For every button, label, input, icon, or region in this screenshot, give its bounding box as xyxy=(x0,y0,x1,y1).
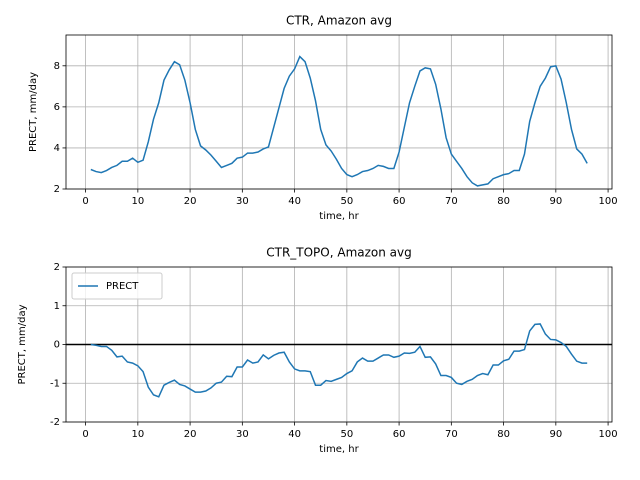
x-tick-label: 80 xyxy=(497,196,510,207)
x-tick-label: 10 xyxy=(131,429,144,440)
y-tick-label: -1 xyxy=(50,378,60,389)
data-line xyxy=(90,323,588,398)
axes-frame xyxy=(65,266,613,423)
legend-label: PRECT xyxy=(106,281,139,292)
x-tick-label: 90 xyxy=(549,429,562,440)
x-axis-label: time, hr xyxy=(319,444,359,455)
x-tick-label: 20 xyxy=(184,429,197,440)
data-line xyxy=(90,55,588,187)
x-tick-label: 40 xyxy=(288,196,301,207)
x-tick-label: 70 xyxy=(445,429,458,440)
x-tick-label: 0 xyxy=(82,196,88,207)
y-tick-label: 6 xyxy=(54,102,60,113)
x-tick-label: 100 xyxy=(599,196,618,207)
chart-title: CTR, Amazon avg xyxy=(286,14,392,28)
x-tick-label: 20 xyxy=(184,196,197,207)
x-tick-label: 70 xyxy=(445,196,458,207)
y-tick-label: 0 xyxy=(54,340,60,351)
x-tick-label: 0 xyxy=(82,429,88,440)
y-tick-label: 2 xyxy=(54,184,60,195)
y-axis-label: PRECT, mm/day xyxy=(17,304,28,384)
x-axis-label: time, hr xyxy=(319,211,359,222)
y-tick-label: 4 xyxy=(54,143,60,154)
y-tick-label: 1 xyxy=(54,301,60,312)
y-tick-label: 2 xyxy=(54,262,60,273)
y-axis-label: PRECT, mm/day xyxy=(28,72,39,152)
x-tick-label: 50 xyxy=(340,196,353,207)
y-tick-label: -2 xyxy=(50,417,60,428)
x-tick-label: 40 xyxy=(288,429,301,440)
x-tick-label: 10 xyxy=(131,196,144,207)
legend-box xyxy=(71,272,163,300)
chart-title: CTR_TOPO, Amazon avg xyxy=(266,246,412,260)
x-tick-label: 100 xyxy=(599,429,618,440)
x-tick-label: 60 xyxy=(393,429,406,440)
axes-frame xyxy=(65,34,613,190)
x-tick-label: 60 xyxy=(393,196,406,207)
x-tick-label: 30 xyxy=(236,196,249,207)
y-tick-label: 8 xyxy=(54,61,60,72)
x-tick-label: 80 xyxy=(497,429,510,440)
x-tick-label: 30 xyxy=(236,429,249,440)
x-tick-label: 90 xyxy=(549,196,562,207)
x-tick-label: 50 xyxy=(340,429,353,440)
